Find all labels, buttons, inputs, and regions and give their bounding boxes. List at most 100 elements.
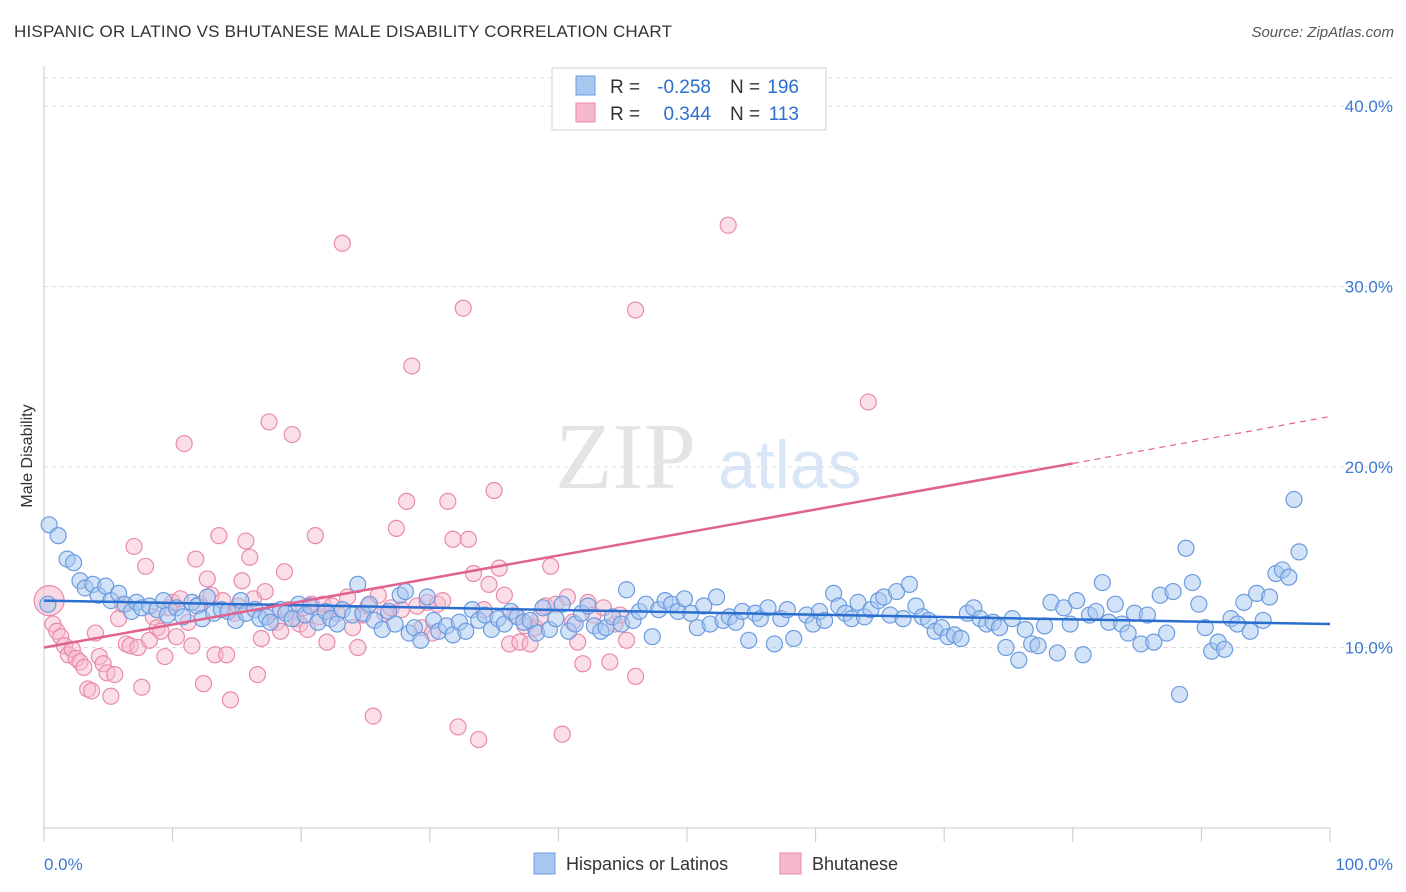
legend-n-label-blue: N = [730, 77, 760, 98]
hispanic-point [1196, 619, 1214, 637]
hispanic-point [198, 588, 216, 606]
hispanic-point [617, 581, 636, 599]
bhutanese-point [175, 434, 193, 453]
legend-bottom-label-bhutanese: Bhutanese [812, 854, 898, 874]
hispanic-point [1010, 651, 1028, 669]
bhutanese-point [75, 658, 93, 676]
bhutanese-point [601, 653, 619, 671]
bhutanese-point [241, 548, 259, 566]
hispanic-point [1029, 637, 1047, 655]
hispanic-point [1068, 591, 1086, 610]
bhutanese-point [626, 301, 645, 319]
watermark: ZIP atlas [555, 405, 862, 509]
hispanic-point [1119, 624, 1137, 642]
bhutanese-point [403, 357, 421, 375]
hispanic-point [1177, 539, 1195, 557]
bhutanese-point [133, 678, 151, 696]
hispanic-point [1093, 573, 1111, 592]
bhutanese-point [102, 687, 120, 705]
bhutanese-point [283, 425, 301, 444]
hispanic-point [1074, 646, 1092, 664]
y-tick-label: 40.0% [1345, 97, 1393, 116]
bhutanese-point [444, 530, 462, 548]
watermark-atlas: atlas [718, 427, 862, 503]
hispanic-point [1170, 685, 1189, 704]
hispanic-point [1055, 599, 1073, 617]
bhutanese-point [198, 570, 216, 588]
bhutanese-point [434, 591, 452, 610]
hispanic-point [1164, 582, 1182, 601]
bhutanese-trend-line [43, 462, 1074, 649]
watermark-zip: ZIP [555, 405, 696, 509]
hispanic-point [1183, 573, 1201, 592]
bhutanese-point [140, 631, 159, 649]
hispanic-point [675, 590, 694, 608]
hispanic-point [952, 629, 970, 648]
y-tick-label: 20.0% [1345, 458, 1393, 477]
legend-n-label-pink: N = [730, 104, 760, 125]
hispanic-point [894, 610, 912, 628]
hispanic-point [816, 611, 834, 630]
bhutanese-point [719, 216, 737, 234]
hispanic-point [547, 610, 565, 628]
hispanic-point [457, 622, 475, 640]
bhutanese-point [125, 537, 143, 556]
y-tick-labels: 10.0% 20.0% 30.0% 40.0% [1345, 97, 1393, 657]
bhutanese-point [333, 234, 351, 252]
bhutanese-point [439, 492, 457, 510]
trend-lines [43, 415, 1331, 649]
bhutanese-point [574, 655, 592, 673]
hispanic-point [1285, 490, 1303, 509]
hispanic-point [396, 582, 414, 601]
bhutanese-point [485, 481, 503, 500]
bhutanese-point [398, 492, 416, 510]
hispanic-point [261, 613, 279, 631]
hispanic-point [418, 588, 436, 606]
bhutanese-point [237, 532, 255, 550]
bhutanese-point [221, 691, 240, 709]
hispanic-point [1048, 644, 1066, 662]
legend-r-value-blue: -0.258 [657, 77, 711, 98]
bhutanese-point [275, 563, 294, 581]
bhutanese-point [183, 637, 201, 655]
hispanic-point [328, 615, 346, 633]
hispanic-point [1290, 543, 1308, 561]
hispanic-point [1260, 588, 1279, 606]
series-legend: Hispanics or Latinos Bhutanese [533, 852, 898, 875]
hispanic-point [1035, 617, 1054, 635]
bhutanese-point [94, 655, 112, 673]
hispanic-point [1215, 640, 1234, 658]
bhutanese-point [364, 707, 382, 725]
bhutanese-point [626, 667, 645, 686]
bhutanese-point [454, 299, 472, 317]
bhutanese-point [470, 730, 488, 749]
hispanic-point [888, 582, 906, 601]
bhutanese-point [617, 631, 636, 649]
bhutanese-point [464, 564, 483, 583]
bhutanese-point [553, 725, 571, 743]
y-tick-label: 10.0% [1345, 639, 1393, 658]
bhutanese-point [459, 530, 477, 548]
bhutanese-point [82, 682, 101, 700]
bhutanese-point [167, 628, 186, 646]
legend-r-label-pink: R = [610, 104, 640, 125]
bhutanese-point [349, 638, 367, 657]
correlation-legend: R = -0.258 N = 196 R = 0.344 N = 113 [551, 67, 827, 131]
bhutanese-point [210, 527, 228, 545]
hispanic-point [1235, 593, 1253, 612]
bhutanese-point [194, 675, 213, 693]
hispanic-point [695, 597, 713, 615]
hispanic-point [1254, 611, 1272, 630]
hispanic-point [386, 615, 404, 633]
bhutanese-point [256, 582, 274, 601]
hispanic-point [1016, 620, 1034, 639]
bhutanese-point [449, 718, 467, 736]
bhutanese-trend-extension [1072, 415, 1331, 465]
hispanic-point [997, 638, 1015, 657]
hispanic-point [990, 619, 1009, 637]
hispanic-point [49, 527, 67, 545]
hispanic-point [1190, 595, 1208, 613]
bhutanese-point [306, 527, 324, 545]
bhutanese-point [136, 557, 155, 575]
